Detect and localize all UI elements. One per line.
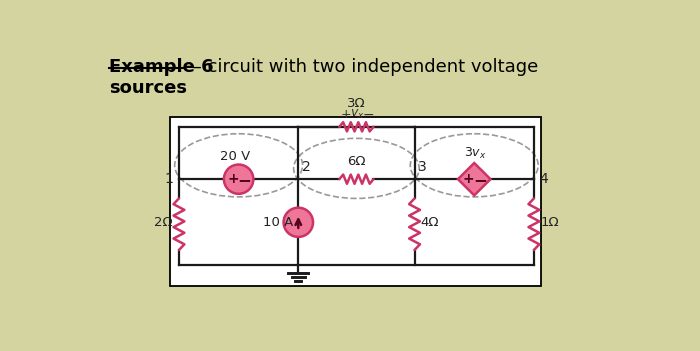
- Circle shape: [224, 165, 253, 194]
- Text: −: −: [363, 107, 374, 121]
- Text: 4Ω: 4Ω: [421, 216, 440, 229]
- Text: sources: sources: [109, 79, 187, 97]
- Text: 1: 1: [164, 172, 174, 186]
- Text: +: +: [462, 172, 474, 186]
- Text: 1Ω: 1Ω: [540, 216, 559, 229]
- Text: 4: 4: [540, 172, 548, 186]
- Text: 6Ω: 6Ω: [347, 155, 365, 168]
- Text: 10 A: 10 A: [263, 216, 293, 229]
- Text: 3: 3: [418, 160, 427, 174]
- Text: +: +: [340, 108, 351, 121]
- Text: – circuit with two independent voltage: – circuit with two independent voltage: [187, 58, 538, 75]
- Text: 2: 2: [302, 160, 310, 174]
- Polygon shape: [458, 163, 491, 196]
- Text: $v_x$: $v_x$: [350, 108, 365, 121]
- Text: Example 6: Example 6: [109, 58, 214, 75]
- Text: 20 V: 20 V: [220, 150, 250, 163]
- Circle shape: [284, 208, 313, 237]
- Text: −: −: [237, 171, 251, 189]
- Text: 3$v_x$: 3$v_x$: [465, 146, 487, 161]
- Bar: [170, 117, 541, 286]
- Text: 3Ω: 3Ω: [347, 97, 365, 110]
- Text: −: −: [473, 171, 487, 189]
- Text: +: +: [228, 172, 239, 186]
- Text: 2Ω: 2Ω: [154, 216, 173, 229]
